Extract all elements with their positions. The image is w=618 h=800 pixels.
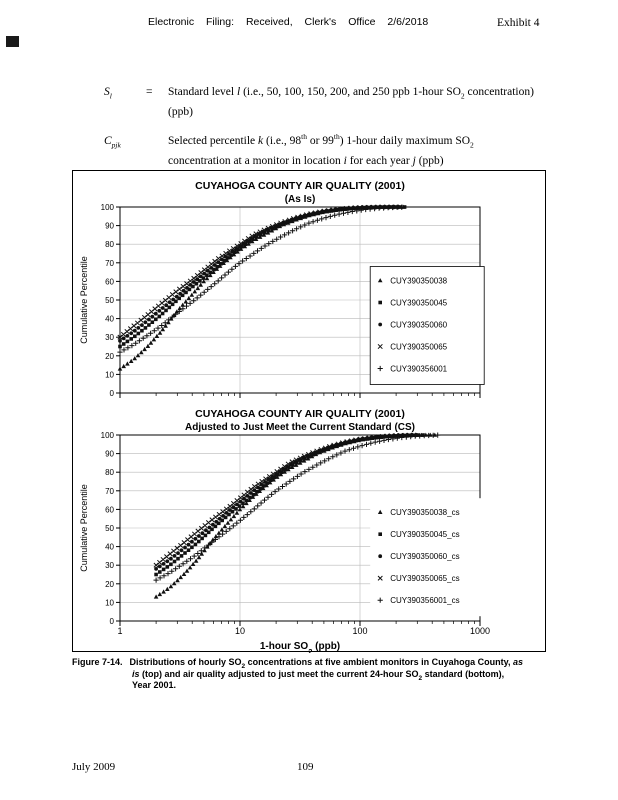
svg-text:10: 10 (105, 598, 114, 607)
svg-text:0: 0 (110, 389, 115, 398)
chart-as-is-svg: 0 10 20 30 40 50 60 70 80 90 100 Cumulative Percent… (79, 180, 485, 398)
svg-text:80: 80 (105, 468, 114, 477)
svg-text:0: 0 (110, 617, 115, 626)
svg-text:100: 100 (101, 431, 115, 440)
chart-as-is: 0 10 20 30 40 50 60 70 80 90 100 Cumulative Percent… (76, 175, 542, 406)
footer-page-number: 109 (297, 761, 314, 773)
definitions-block: Sl = Standard level l (i.e., 50, 100, 15… (104, 84, 544, 181)
svg-text:Cumulative Percentile: Cumulative Percentile (79, 256, 89, 344)
definition-text-line: (ppb) (168, 106, 193, 119)
svg-text:10: 10 (235, 626, 245, 636)
svg-text:70: 70 (105, 259, 114, 268)
svg-text:CUY390350038: CUY390350038 (390, 277, 447, 286)
svg-text:90: 90 (105, 222, 114, 231)
svg-text:10: 10 (105, 370, 114, 379)
equals-sign (146, 133, 168, 174)
svg-text:60: 60 (105, 277, 114, 286)
svg-text:Cumulative Percentile: Cumulative Percentile (79, 484, 89, 572)
definition-selected-percentile: Cpjk Selected percentile k (i.e., 98th o… (104, 131, 544, 174)
figure-caption-text: Distributions of hourly SO2 concentratio… (129, 657, 524, 691)
footer-date: July 2009 (72, 761, 116, 773)
svg-text:CUY390350065: CUY390350065 (390, 343, 447, 352)
chart-adjusted-cs: 0 10 20 30 40 50 60 70 80 90 100 Cumulative Percent… (76, 403, 542, 658)
svg-text:20: 20 (105, 352, 114, 361)
svg-text:90: 90 (105, 450, 114, 459)
symbol-c-pjk: Cpjk (104, 134, 121, 149)
svg-text:80: 80 (105, 240, 114, 249)
chart-adjusted-svg: 0 10 20 30 40 50 60 70 80 90 100 Cumulative Percent… (79, 408, 490, 656)
svg-text:30: 30 (105, 561, 114, 570)
svg-text:40: 40 (105, 315, 114, 324)
svg-text:CUY390350038_cs: CUY390350038_cs (390, 508, 459, 517)
svg-text:CUY390350060_cs: CUY390350060_cs (390, 552, 459, 561)
symbol-s-l: Sl (104, 86, 112, 101)
svg-text:1-hour SO2 (ppb): 1-hour SO2 (ppb) (260, 641, 340, 653)
svg-text:Adjusted to Just Meet the Curr: Adjusted to Just Meet the Current Standa… (185, 422, 415, 433)
figure-caption-label: Figure 7-14. (72, 657, 123, 667)
svg-text:50: 50 (105, 524, 114, 533)
equals-sign: = (146, 86, 153, 98)
svg-text:CUY390350045_cs: CUY390350045_cs (390, 530, 459, 539)
svg-text:100: 100 (352, 626, 367, 636)
definition-text-line: Standard level l (i.e., 50, 100, 150, 20… (168, 86, 534, 101)
svg-text:1000: 1000 (470, 626, 490, 636)
svg-text:70: 70 (105, 487, 114, 496)
svg-text:(As Is): (As Is) (285, 194, 316, 205)
svg-text:CUY390356001_cs: CUY390356001_cs (390, 596, 459, 605)
definition-standard-level: Sl = Standard level l (i.e., 50, 100, 15… (104, 84, 544, 125)
svg-text:CUY390350065_cs: CUY390350065_cs (390, 574, 459, 583)
svg-text:100: 100 (101, 203, 115, 212)
exhibit-label: Exhibit 4 (497, 17, 540, 29)
definition-text-line: concentration at a monitor in location i… (168, 154, 444, 167)
svg-text:20: 20 (105, 580, 114, 589)
svg-text:CUY390350045: CUY390350045 (390, 299, 447, 308)
svg-text:1: 1 (117, 626, 122, 636)
svg-text:CUYAHOGA COUNTY AIR QUALITY (2: CUYAHOGA COUNTY AIR QUALITY (2001) (195, 180, 405, 192)
filing-header-text: Electronic Filing: Received, Clerk's Off… (148, 16, 429, 28)
svg-text:50: 50 (105, 296, 114, 305)
svg-text:40: 40 (105, 543, 114, 552)
figure-caption: Figure 7-14. Distributions of hourly SO2 … (72, 657, 524, 692)
svg-text:CUYAHOGA COUNTY AIR QUALITY (2: CUYAHOGA COUNTY AIR QUALITY (2001) (195, 408, 405, 420)
svg-text:60: 60 (105, 505, 114, 514)
figure-7-14-box: 0 10 20 30 40 50 60 70 80 90 100 Cumulative Percent… (72, 170, 546, 656)
svg-text:30: 30 (105, 333, 114, 342)
definition-text-line: Selected percentile k (i.e., 98th or 99t… (168, 131, 474, 149)
svg-text:CUY390350060: CUY390350060 (390, 321, 447, 330)
svg-text:CUY390356001: CUY390356001 (390, 365, 447, 374)
scan-artifact-icon (6, 36, 19, 47)
